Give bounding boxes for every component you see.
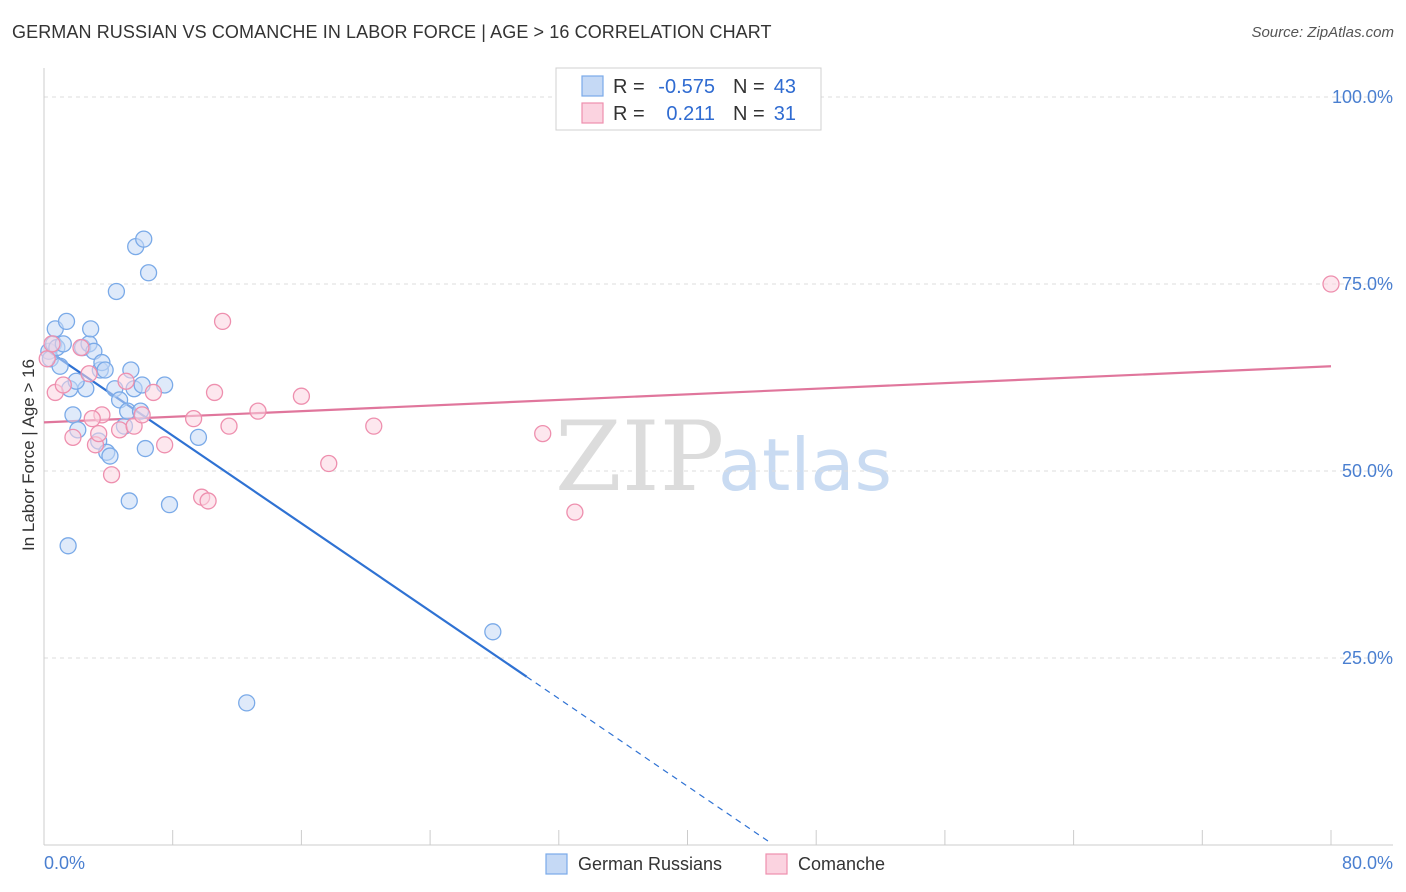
- legend-r-label-1: R =: [613, 103, 645, 125]
- comanche-point: [213, 312, 232, 331]
- comanche-point: [117, 372, 135, 390]
- x-tick-label-min: 0.0%: [44, 853, 85, 873]
- watermark-atlas: atlas: [718, 423, 892, 507]
- bottom-legend: German Russians Comanche: [545, 853, 885, 875]
- y-tick-label-50: 50.0%: [1342, 461, 1393, 481]
- german-russians-point: [160, 496, 179, 514]
- chart-title: GERMAN RUSSIAN VS COMANCHE IN LABOR FORC…: [12, 22, 772, 42]
- bottom-legend-label-comanche: Comanche: [798, 854, 885, 874]
- comanche-point: [156, 436, 174, 454]
- german-russians-point: [238, 694, 256, 712]
- watermark: ZIP atlas: [555, 401, 892, 513]
- german-russians-point: [96, 361, 114, 379]
- comanche-point: [90, 424, 108, 443]
- y-tick-label-25: 25.0%: [1342, 648, 1393, 668]
- legend-r-label-0: R =: [613, 76, 645, 98]
- german-russians-point: [136, 439, 155, 458]
- german-russians-point: [107, 282, 126, 301]
- y-tick-label-75: 75.0%: [1342, 274, 1393, 294]
- comanche-point: [205, 383, 224, 402]
- comanche-point: [80, 365, 98, 383]
- german-russians-point: [51, 357, 69, 375]
- bottom-legend-swatch-comanche: [765, 853, 788, 875]
- comanche-point: [184, 409, 203, 428]
- comanche-point: [566, 503, 584, 521]
- y-tick-label-100: 100.0%: [1332, 87, 1393, 107]
- comanche-point: [43, 335, 61, 353]
- comanche-point: [365, 417, 383, 435]
- german-russians-point: [57, 312, 76, 331]
- comanche-point: [320, 454, 338, 473]
- series-comanche: [38, 275, 1340, 521]
- legend-n-value-0: 43: [774, 76, 796, 98]
- german-russians-point: [59, 537, 77, 555]
- comanche-point: [133, 406, 151, 424]
- german-russians-point: [101, 447, 119, 465]
- german-russians-point: [139, 264, 158, 282]
- german-russians-point: [189, 428, 208, 446]
- german-russians-point: [484, 623, 502, 641]
- data-points: [38, 230, 1340, 712]
- comanche-point: [1322, 275, 1340, 293]
- bottom-legend-swatch-german-russians: [545, 853, 568, 875]
- german-russians-point: [120, 492, 138, 510]
- german-russians-point: [64, 406, 82, 424]
- german-russians-point: [135, 230, 153, 248]
- comanche-point: [38, 350, 56, 368]
- legend-r-value-1: 0.211: [666, 103, 715, 125]
- comanche-point: [83, 409, 101, 428]
- comanche-point: [102, 466, 121, 484]
- comanche-point: [220, 417, 238, 435]
- bottom-legend-label-german-russians: German Russians: [578, 854, 722, 874]
- comanche-point: [199, 492, 217, 510]
- legend: R = -0.575 N = 43 R = 0.211 N = 31: [555, 67, 822, 131]
- legend-swatch-comanche: [581, 102, 604, 124]
- german-russians-trend-extension: [526, 676, 769, 842]
- comanche-point: [534, 424, 552, 443]
- comanche-point: [64, 428, 82, 446]
- axes: 0.0% 80.0%: [43, 68, 1393, 873]
- legend-r-value-0: -0.575: [658, 76, 715, 98]
- legend-swatch-german-russians: [581, 75, 604, 97]
- comanche-point: [54, 376, 72, 394]
- legend-n-label-0: N =: [733, 76, 765, 98]
- gridlines: 100.0% 75.0% 50.0% 25.0%: [44, 87, 1393, 668]
- comanche-point: [110, 421, 129, 439]
- comanche-point: [144, 383, 163, 402]
- x-tick-label-max: 80.0%: [1342, 853, 1393, 873]
- legend-n-label-1: N =: [733, 103, 765, 125]
- source-label: Source: ZipAtlas.com: [1251, 24, 1394, 41]
- watermark-zip: ZIP: [555, 401, 724, 513]
- comanche-point: [292, 387, 311, 405]
- y-axis-label: In Labor Force | Age > 16: [19, 359, 38, 551]
- legend-n-value-1: 31: [774, 103, 796, 125]
- comanche-point: [72, 338, 90, 357]
- german-russians-point: [82, 320, 100, 338]
- comanche-point: [249, 402, 267, 420]
